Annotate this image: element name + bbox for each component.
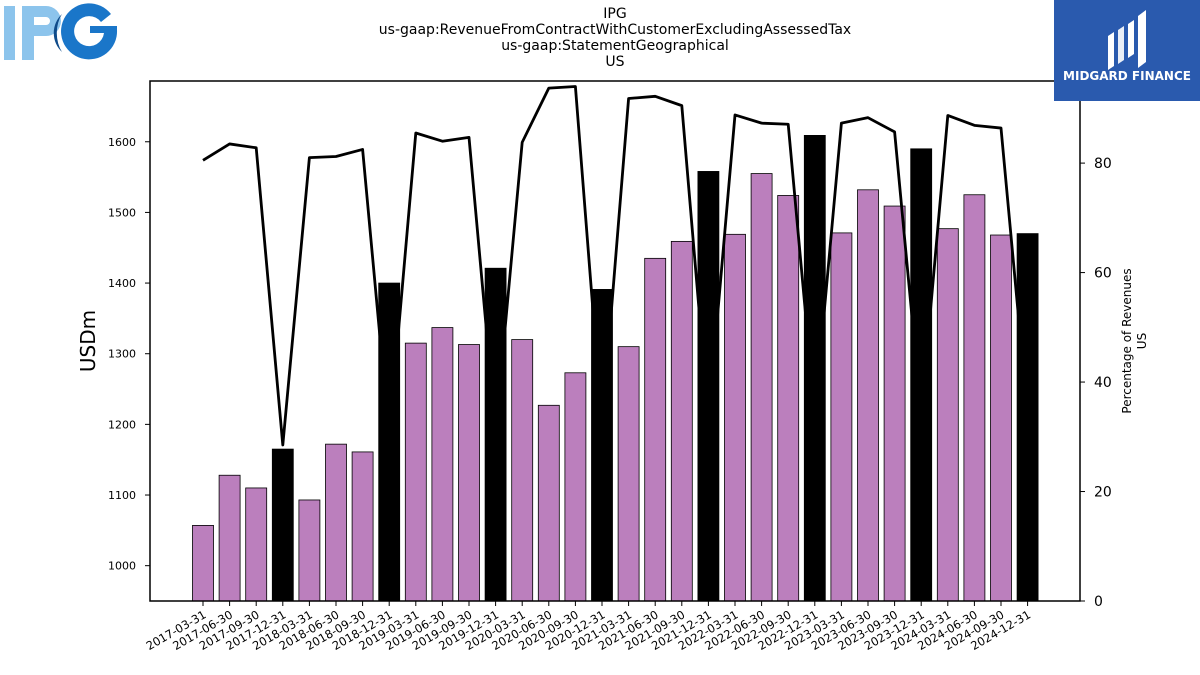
- title-line-company: IPG: [603, 6, 627, 22]
- bar-2023-09-30: [883, 205, 906, 602]
- bar-series: [192, 135, 1039, 602]
- bar-2020-06-30: [537, 404, 560, 602]
- bar-2023-06-30: [857, 189, 879, 602]
- y-axis-right: 0 20 40 60 80: [1080, 156, 1112, 610]
- title-line-axis: us-gaap:StatementGeographical: [501, 38, 729, 54]
- bar-2017-03-31: [192, 525, 214, 602]
- bar-2017-06-30: [218, 474, 241, 602]
- bar-2023-12-31: [910, 148, 933, 602]
- title-line-concept: us-gaap:RevenueFromContractWithCustomerE…: [378, 22, 852, 38]
- bar-2018-09-30: [351, 451, 374, 602]
- bar-2019-06-30: [431, 327, 454, 602]
- midgard-finance-logo: MIDGARD FINANCE: [1054, 0, 1200, 101]
- bar-2021-12-31: [697, 171, 720, 602]
- y-axis-left: 1000 1100 1200 1300 1400 1500 1600: [108, 136, 150, 573]
- bar-2019-03-31: [404, 342, 427, 602]
- bar-2022-03-31: [724, 233, 746, 602]
- ipg-logo: [0, 0, 125, 74]
- bar-2024-09-30: [990, 234, 1012, 602]
- y-tick-label: 1600: [108, 136, 136, 149]
- title-line-member: US: [605, 54, 625, 70]
- y2-tick-label: 80: [1094, 156, 1112, 172]
- percentage-line: [202, 85, 1029, 447]
- bar-2023-03-31: [830, 232, 853, 602]
- midgard-logo-text: MIDGARD FINANCE: [1063, 69, 1191, 83]
- y-tick-label: 1400: [108, 277, 136, 290]
- bar-2022-09-30: [777, 195, 800, 602]
- y-tick-label: 1500: [108, 206, 136, 219]
- bar-2018-03-31: [298, 499, 321, 602]
- y-axis-label: USDm: [76, 310, 100, 372]
- bar-2017-09-30: [245, 487, 268, 602]
- y2-axis-label-line1: Percentage of Revenues: [1120, 268, 1134, 413]
- bar-2019-12-31: [484, 267, 507, 602]
- y-tick-label: 1200: [108, 418, 136, 431]
- chart-title: IPG us-gaap:RevenueFromContractWithCusto…: [315, 6, 915, 70]
- y2-axis-label-line2: US: [1135, 333, 1149, 349]
- x-axis: 2017-03-312017-06-302017-09-302017-12-31…: [144, 601, 1033, 653]
- y-tick-label: 1300: [108, 348, 136, 361]
- bar-2024-06-30: [963, 194, 986, 602]
- y2-tick-label: 60: [1094, 266, 1112, 282]
- bar-2021-09-30: [670, 240, 693, 602]
- bar-2018-12-31: [378, 282, 401, 602]
- bar-2022-12-31: [803, 135, 826, 602]
- bar-2017-12-31: [271, 448, 294, 602]
- plot-frame: [149, 80, 1081, 602]
- y-tick-label: 1000: [108, 560, 136, 573]
- bar-2022-06-30: [750, 173, 773, 602]
- bar-2019-09-30: [458, 344, 480, 602]
- y2-tick-label: 40: [1094, 375, 1112, 391]
- line-series: [202, 85, 1029, 447]
- bar-2018-06-30: [325, 443, 347, 602]
- bar-2024-03-31: [936, 228, 959, 602]
- y2-tick-label: 0: [1094, 594, 1103, 610]
- bar-2021-06-30: [644, 257, 667, 602]
- y2-tick-label: 20: [1094, 485, 1112, 501]
- y-tick-label: 1100: [108, 489, 136, 502]
- bar-2021-03-31: [617, 346, 640, 602]
- bar-2020-03-31: [511, 339, 534, 602]
- bar-2020-09-30: [564, 372, 587, 602]
- bar-2024-12-31: [1016, 233, 1039, 602]
